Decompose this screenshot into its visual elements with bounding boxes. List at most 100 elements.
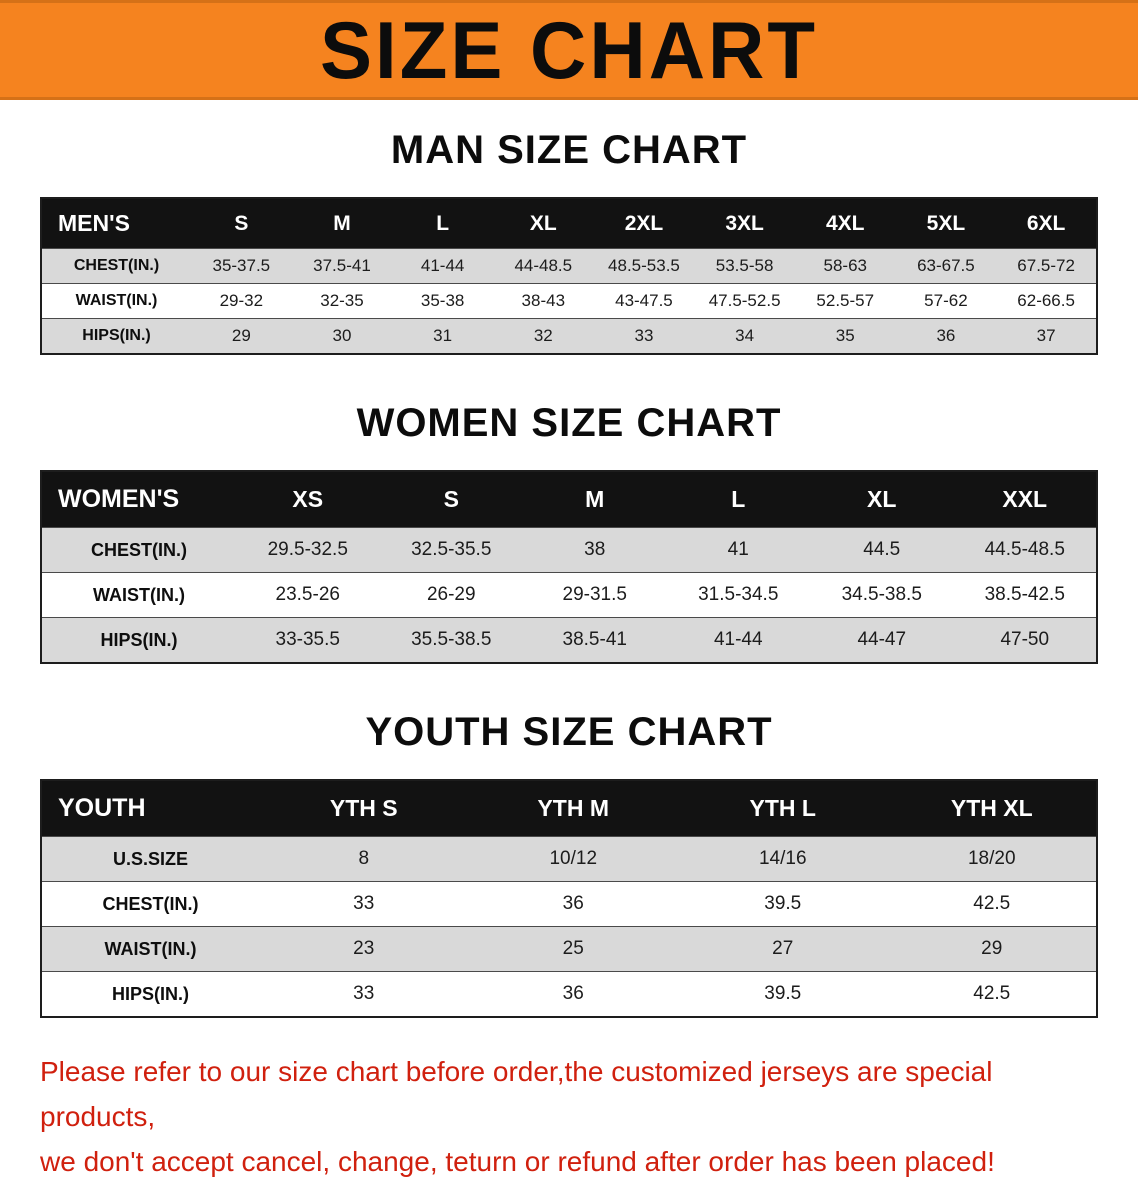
size-value: 48.5-53.5 [593,248,695,284]
size-value: 33 [259,881,469,927]
table-row: CHEST(IN.) 29.5-32.5 32.5-35.5 38 41 44.5 44.5… [41,527,1097,573]
size-value: 18/20 [887,836,1097,882]
size-column-header: YTH XL [950,795,1033,821]
size-value: 42.5 [887,881,1097,927]
size-value: 39.5 [678,881,888,927]
size-value: 41-44 [392,248,493,284]
size-value: 23.5-26 [236,572,380,618]
size-value: 37.5-41 [291,248,393,284]
size-value: 33-35.5 [236,617,380,663]
size-column-header: XL [529,211,557,235]
size-value: 29 [191,318,292,354]
charts-container: MAN SIZE CHART MEN'S S M L XL 2XL 3XL 4XL 5XL 6XL C… [0,128,1138,1018]
size-value: 29-31.5 [523,572,667,618]
disclaimer-line-1: Please refer to our size chart before or… [40,1056,993,1132]
table-row: WAIST(IN.) 23.5-26 26-29 29-31.5 31.5-34.5 34… [41,572,1097,618]
youth-size-table: YOUTH YTH S YTH M YTH L YTH XL U.S.SIZE 8 10/12… [40,779,1098,1018]
size-value: 32.5-35.5 [379,527,523,573]
table-row: U.S.SIZE 8 10/12 14/16 18/20 [41,836,1097,882]
page-title: SIZE CHART [320,3,818,96]
row-label: HIPS(IN.) [41,971,259,1017]
table-row: HIPS(IN.) 29 30 31 32 33 34 35 36 37 [41,318,1097,354]
size-value: 23 [259,926,469,972]
section-women: WOMEN SIZE CHART WOMEN'S XS S M L XL XXL CHEST(I… [0,401,1138,664]
size-value: 8 [259,836,469,882]
row-label: WAIST(IN.) [41,283,191,319]
size-value: 57-62 [895,283,997,319]
size-column-header: YTH L [749,795,816,821]
size-value: 30 [291,318,393,354]
banner: SIZE CHART [0,0,1138,100]
size-column-header: XS [292,486,324,512]
size-column-header: 4XL [826,211,865,235]
size-value: 31.5-34.5 [666,572,810,618]
size-value: 44-47 [810,617,954,663]
size-value: 43-47.5 [593,283,695,319]
table-row: WAIST(IN.) 23 25 27 29 [41,926,1097,972]
men-chart-heading: MAN SIZE CHART [390,128,748,172]
size-column-header: 6XL [1026,211,1066,235]
row-label: CHEST(IN.) [41,881,259,927]
size-value: 44.5 [810,527,954,573]
men-size-table: MEN'S S M L XL 2XL 3XL 4XL 5XL 6XL CHEST(IN.) 35-37… [40,197,1098,355]
size-column-header: 5XL [926,211,966,235]
size-column-header: YTH M [537,795,610,821]
row-label: CHEST(IN.) [41,527,236,573]
size-value: 35-38 [392,283,493,319]
size-value: 36 [895,318,997,354]
table-row: CHEST(IN.) 33 36 39.5 42.5 [41,881,1097,927]
size-column-header: M [333,211,351,235]
size-value: 31 [392,318,493,354]
section-men: MAN SIZE CHART MEN'S S M L XL 2XL 3XL 4XL 5XL 6XL C… [0,128,1138,355]
size-value: 38.5-42.5 [953,572,1097,618]
size-value: 38 [523,527,667,573]
size-value: 32 [492,318,594,354]
size-column-header: XXL [1002,486,1048,512]
size-value: 25 [468,926,678,972]
table-row: HIPS(IN.) 33 36 39.5 42.5 [41,971,1097,1017]
table-row: WAIST(IN.) 29-32 32-35 35-38 38-43 43-47.5 47.… [41,283,1097,319]
size-value: 32-35 [291,283,393,319]
size-value: 38.5-41 [523,617,667,663]
size-value: 62-66.5 [996,283,1097,319]
size-value: 35 [794,318,896,354]
row-label: HIPS(IN.) [41,617,236,663]
size-value: 36 [468,881,678,927]
disclaimer: Please refer to our size chart before or… [40,1050,1098,1184]
size-value: 52.5-57 [794,283,896,319]
table-row: CHEST(IN.) 35-37.5 37.5-41 41-44 44-48.5 48.5… [41,248,1097,284]
table-corner-label: YOUTH [58,794,146,822]
size-value: 37 [996,318,1097,354]
table-row: HIPS(IN.) 33-35.5 35.5-38.5 38.5-41 41-44 44-… [41,617,1097,663]
size-value: 42.5 [887,971,1097,1017]
size-value: 33 [593,318,695,354]
size-value: 26-29 [379,572,523,618]
size-value: 39.5 [678,971,888,1017]
row-label: WAIST(IN.) [41,572,236,618]
size-column-header: 3XL [725,211,764,235]
size-value: 58-63 [794,248,896,284]
youth-chart-heading: YOUTH SIZE CHART [365,710,773,754]
size-value: 27 [678,926,888,972]
row-label: CHEST(IN.) [41,248,191,284]
header-row: YOUTH YTH S YTH M YTH L YTH XL [41,780,1097,837]
size-value: 10/12 [468,836,678,882]
size-value: 33 [259,971,469,1017]
section-youth: YOUTH SIZE CHART YOUTH YTH S YTH M YTH L YTH … [0,710,1138,1018]
size-value: 53.5-58 [694,248,795,284]
size-value: 63-67.5 [895,248,997,284]
row-label: U.S.SIZE [41,836,259,882]
table-corner-label: WOMEN'S [58,485,180,513]
table-corner-label: MEN'S [58,210,130,236]
size-value: 67.5-72 [996,248,1097,284]
size-value: 34.5-38.5 [810,572,954,618]
size-value: 44-48.5 [492,248,594,284]
header-row: MEN'S S M L XL 2XL 3XL 4XL 5XL 6XL [41,198,1097,249]
size-value: 14/16 [678,836,888,882]
size-column-header: YTH S [329,795,398,821]
header-row: WOMEN'S XS S M L XL XXL [41,471,1097,528]
disclaimer-line-2: we don't accept cancel, change, teturn o… [40,1145,995,1177]
size-value: 41-44 [666,617,810,663]
size-column-header: 2XL [624,211,664,235]
size-column-header: L [436,211,450,235]
